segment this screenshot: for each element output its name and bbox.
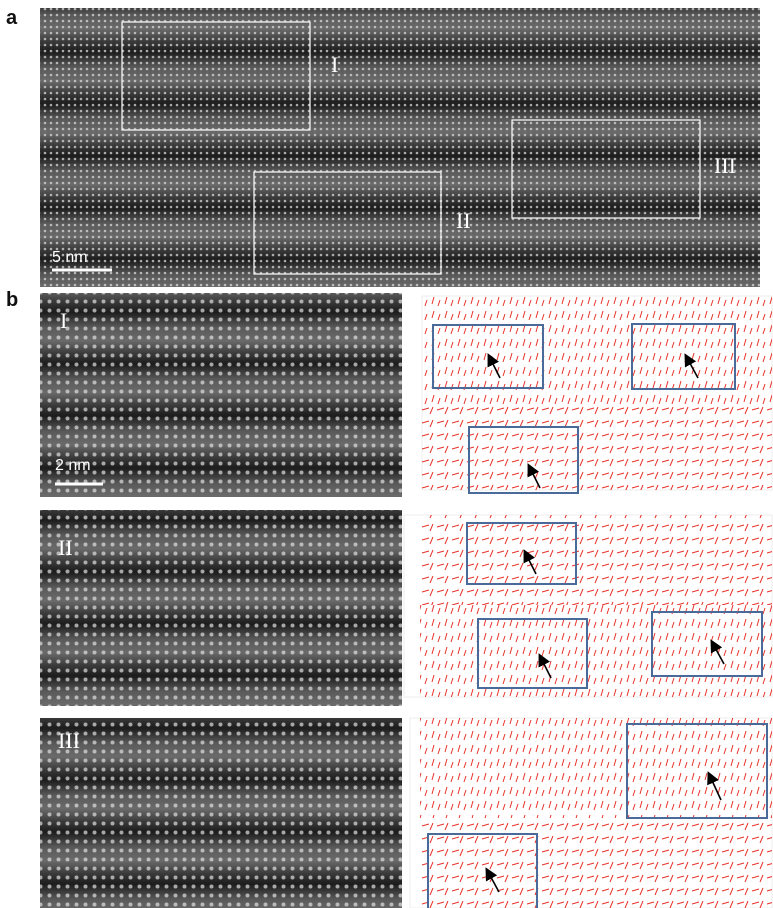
scale-label: 2 nm — [55, 457, 91, 474]
row-label: I — [60, 308, 67, 333]
figure: a I II III 5 nm b I II III 2 nm — [0, 0, 773, 908]
vector-map — [410, 718, 772, 908]
row-label: II — [58, 535, 73, 560]
vector-map — [422, 296, 772, 493]
row-label: III — [58, 728, 80, 753]
region-label: III — [714, 153, 736, 178]
vector-map — [404, 515, 772, 697]
stem-image — [40, 8, 760, 287]
panel-label: b — [6, 289, 18, 311]
panel-label: a — [6, 7, 18, 29]
region-label: II — [456, 208, 471, 233]
scale-label: 5 nm — [52, 249, 88, 266]
region-label: I — [331, 52, 338, 77]
stem-image — [40, 293, 402, 908]
